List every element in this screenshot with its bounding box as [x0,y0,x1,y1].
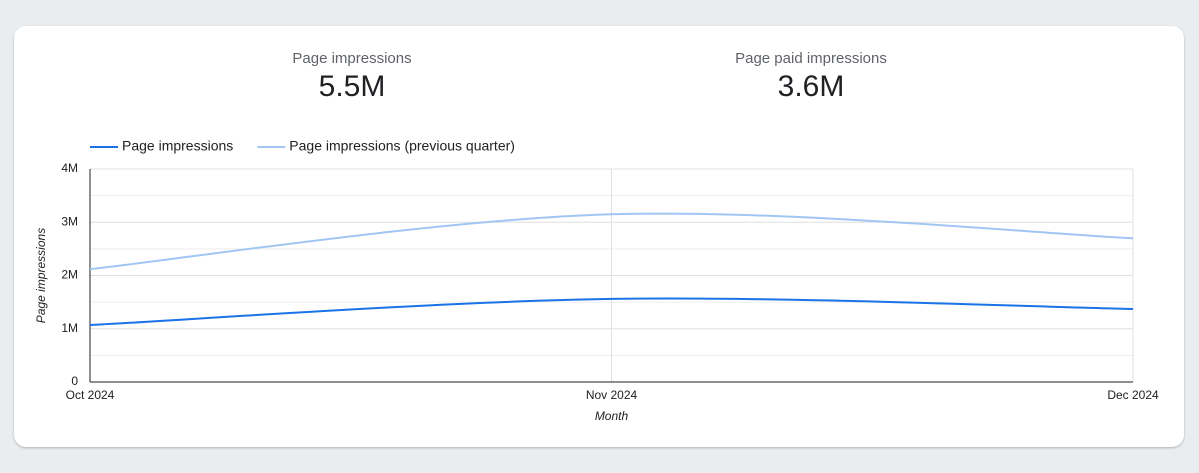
card [14,26,1184,447]
kpi-label: Page impressions [292,50,411,67]
y-tick-label: 1M [61,321,78,335]
y-axis-title: Page impressions [34,228,48,323]
legend-label: Page impressions (previous quarter) [289,138,515,154]
kpi-value: 3.6M [778,70,845,103]
y-tick-label: 4M [61,161,78,175]
x-tick-label: Oct 2024 [66,388,115,402]
kpi-value: 5.5M [319,70,386,103]
y-tick-label: 2M [61,268,78,282]
series-line [89,212,1134,271]
y-tick-label: 3M [61,214,78,228]
series-line [89,297,1134,327]
x-tick-label: Nov 2024 [586,388,638,402]
kpi-label: Page paid impressions [735,50,887,67]
legend-label: Page impressions [122,138,233,154]
y-tick-label: 0 [71,374,78,388]
x-axis-title: Month [595,409,629,423]
x-tick-label: Dec 2024 [1107,388,1159,402]
